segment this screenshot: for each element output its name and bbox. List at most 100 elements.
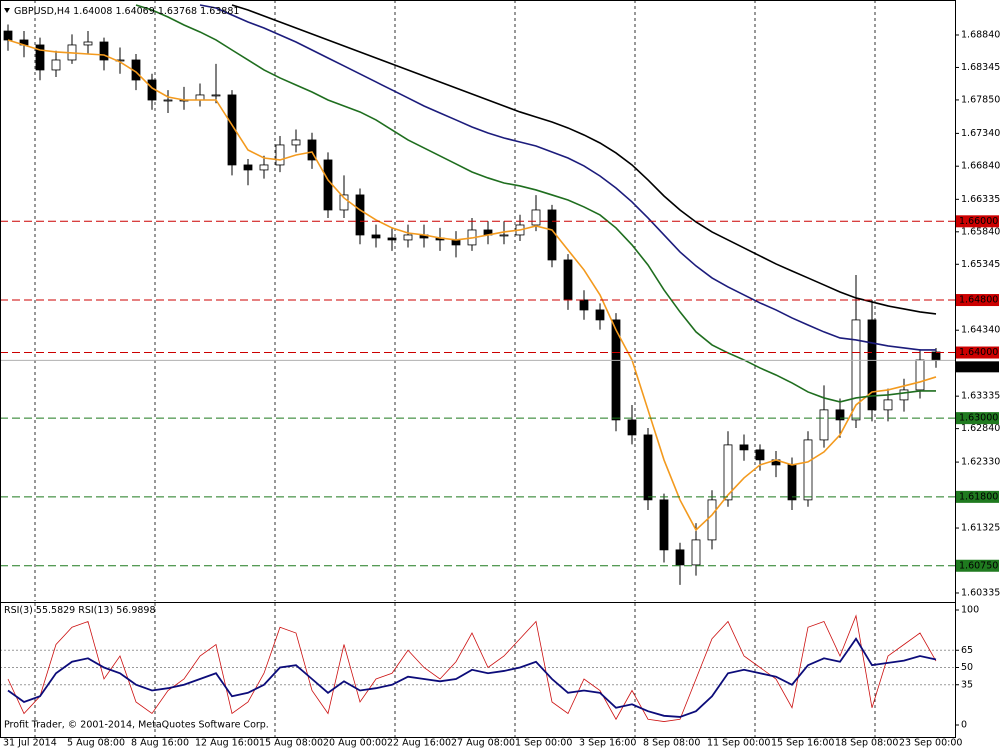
candle-body — [355, 194, 365, 236]
candle-body — [211, 94, 221, 97]
candle-body — [35, 44, 45, 71]
x-tick-label: 15 Sep 16:00 — [771, 738, 834, 749]
level-label-box — [956, 215, 999, 228]
axes: 1.68840 1.68345 1.67850 1.67340 1.66840 1.663… — [3, 29, 1000, 748]
candle-body — [499, 234, 509, 237]
candle-body — [787, 464, 797, 501]
x-tick-label: 12 Aug 16:00 — [195, 738, 259, 749]
x-tick-label: 3 Sep 16:00 — [579, 738, 636, 749]
candle-body — [675, 549, 685, 566]
x-tick-label: 8 Sep 08:00 — [643, 738, 700, 749]
x-tick-label: 31 Jul 2014 — [3, 738, 57, 749]
menu-arrow[interactable] — [4, 8, 10, 13]
candle-body — [643, 434, 653, 501]
level-label-box — [956, 559, 999, 572]
candle-body — [803, 439, 813, 501]
y-tick-label: 1.62840 — [961, 423, 1000, 434]
level-label-box — [956, 490, 999, 503]
symbol: GBPUSD,H4 — [14, 6, 70, 17]
candle-body — [595, 309, 605, 321]
level-label-box — [956, 412, 999, 425]
y-tick-label: 1.66335 — [961, 194, 1000, 205]
y-tick-label: 1.60335 — [961, 587, 1000, 598]
candle-body — [51, 59, 61, 71]
chart-header: GBPUSD,H4 1.64008 1.64069 1.63768 1.6388… — [14, 6, 239, 17]
candle-body — [691, 539, 701, 566]
price-panel — [1, 1, 955, 601]
candle-body — [291, 139, 301, 146]
frame — [0, 0, 956, 738]
candle-body — [611, 319, 621, 421]
rsi-line — [7, 614, 937, 722]
candle-body — [403, 234, 413, 241]
moving-average — [231, 4, 937, 315]
level-label: 1.66000 — [959, 216, 998, 227]
candle-body — [899, 389, 909, 401]
rsi-panel — [1, 603, 955, 737]
y-tick-label: 1.65345 — [961, 259, 1000, 270]
x-tick-label: 8 Aug 16:00 — [131, 738, 189, 749]
level-label: 1.64000 — [959, 347, 998, 358]
y-tick-label: 1.61325 — [961, 523, 1000, 534]
candle-body — [883, 399, 893, 411]
x-tick-label: 11 Sep 00:00 — [707, 738, 770, 749]
candle-body — [659, 499, 669, 551]
rsi-name: RSI(13) — [78, 605, 113, 616]
moving-average — [199, 4, 936, 351]
candle-body — [867, 319, 877, 411]
rsi-header: RSI(3) 55.5829 RSI(13) 56.9898 — [4, 605, 156, 616]
candle-body — [275, 144, 285, 166]
x-tick-label: 1 Sep 00:00 — [515, 738, 572, 749]
y-tick-label: 1.68840 — [961, 29, 1000, 40]
y-tick-label: 35 — [961, 679, 973, 690]
open: 1.64008 — [73, 6, 112, 17]
y-tick-label: 1.67850 — [961, 94, 1000, 105]
candle-body — [339, 194, 349, 211]
y-tick-label: 65 — [961, 645, 973, 656]
candle-body — [3, 30, 13, 41]
candle-body — [323, 159, 333, 211]
x-tick-label: 23 Sep 00:00 — [899, 738, 962, 749]
x-tick-label: 22 Aug 16:00 — [387, 738, 451, 749]
candle-body — [627, 419, 637, 436]
y-tick-label: 0 — [961, 720, 967, 731]
x-tick-label: 27 Aug 08:00 — [451, 738, 515, 749]
y-tick-label: 100 — [961, 605, 979, 616]
candle-body — [851, 319, 861, 421]
level-label: 1.61800 — [959, 491, 998, 502]
y-tick-label: 1.67340 — [961, 128, 1000, 139]
moving-average — [7, 39, 937, 532]
y-tick-label: 1.68345 — [961, 62, 1000, 73]
candle-body — [819, 409, 829, 441]
x-tick-label: 18 Sep 08:00 — [835, 738, 898, 749]
level-label: 1.60750 — [959, 560, 998, 571]
level-label: 1.64800 — [959, 295, 998, 306]
close: 1.63881 — [200, 6, 239, 17]
x-tick-label: 5 Aug 08:00 — [67, 738, 125, 749]
rsi-line — [7, 637, 937, 718]
candle-body — [531, 209, 541, 226]
candle-body — [547, 209, 557, 261]
candle-body — [579, 299, 589, 311]
candle-body — [931, 351, 941, 361]
candle-body — [243, 164, 253, 171]
y-tick-label: 1.66840 — [961, 161, 1000, 172]
y-tick-label: 1.65840 — [961, 226, 1000, 237]
rsi-value: 55.5829 — [36, 605, 75, 616]
rsi-name: RSI(3) — [4, 605, 33, 616]
candle-body — [707, 499, 717, 541]
candle-body — [739, 444, 749, 451]
candle-body — [835, 409, 845, 421]
x-tick-label: 15 Aug 08:00 — [259, 738, 323, 749]
candle-body — [723, 444, 733, 501]
y-tick-label: 1.62330 — [961, 457, 1000, 468]
y-tick-label: 50 — [961, 662, 973, 673]
copyright: Profit Trader, © 2001-2014, MetaQuotes S… — [4, 720, 269, 731]
low: 1.63768 — [158, 6, 197, 17]
x-tick-label: 20 Aug 00:00 — [323, 738, 387, 749]
rsi-value: 56.9898 — [116, 605, 155, 616]
candle-body — [259, 164, 269, 171]
current-price-box — [956, 361, 999, 373]
candle-body — [563, 259, 573, 301]
